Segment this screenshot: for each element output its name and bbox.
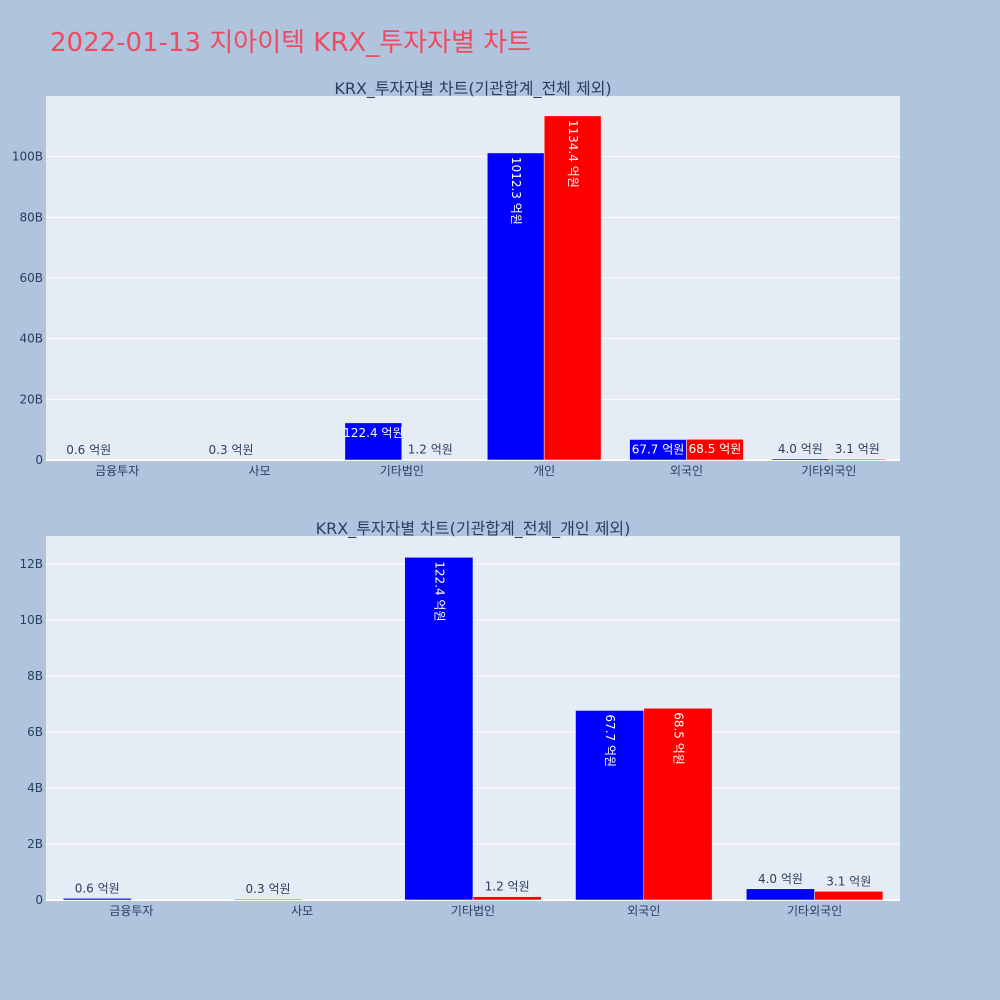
data-label: 3.1 억원 [835, 442, 880, 456]
chart-title: KRX_투자자별 차트(기관합계_전체_개인 제외) [316, 519, 631, 539]
data-label: 0.6 억원 [66, 443, 111, 457]
x-tick-label: 사모 [291, 904, 313, 918]
bar [543, 115, 602, 461]
data-label: 1.2 억원 [408, 443, 453, 457]
data-label: 1134.4 억원 [566, 120, 580, 188]
bar [59, 459, 118, 461]
bar [404, 557, 474, 901]
x-tick-label: 기타외국인 [801, 464, 856, 478]
bar [62, 898, 132, 901]
x-tick-label: 기타법인 [451, 904, 495, 918]
bar [472, 896, 542, 901]
data-label: 1.2 억원 [485, 880, 530, 894]
y-tick-label: 0 [35, 893, 43, 907]
x-tick-label: 외국인 [670, 464, 703, 478]
data-label: 67.7 억원 [603, 714, 617, 767]
x-tick-label: 사모 [248, 464, 270, 478]
bar [814, 891, 884, 901]
bar [233, 898, 303, 901]
y-tick-label: 10B [19, 613, 43, 627]
bar [686, 438, 744, 461]
x-tick-label: 기타외국인 [787, 904, 842, 918]
y-tick-label: 80B [19, 210, 43, 224]
x-tick-label: 기타법인 [380, 464, 424, 478]
data-label: 0.3 억원 [246, 882, 291, 896]
y-tick-label: 12B [19, 557, 43, 571]
data-label: 3.1 억원 [826, 874, 871, 888]
data-label: 122.4 억원 [432, 561, 446, 621]
data-label: 67.7 억원 [632, 442, 685, 456]
data-label: 0.3 억원 [209, 443, 254, 457]
bar [746, 888, 815, 901]
y-tick-label: 0 [35, 453, 43, 467]
data-label: 68.5 억원 [671, 712, 685, 765]
bar [575, 710, 645, 901]
x-tick-label: 금융투자 [95, 464, 139, 478]
x-tick-label: 외국인 [627, 904, 660, 918]
bar-chart-all: KRX_투자자별 차트(기관합계_전체 제외) 0 20B 40B 60B 80B 100B… [12, 79, 900, 478]
data-label: 4.0 억원 [758, 872, 803, 886]
data-label: 68.5 억원 [689, 442, 742, 456]
bar [486, 152, 545, 461]
data-label: 0.6 억원 [75, 881, 120, 895]
data-label: 122.4 억원 [343, 426, 403, 440]
y-tick-label: 20B [19, 392, 43, 406]
y-tick-label: 40B [19, 332, 43, 346]
bar [401, 459, 460, 461]
bar-chart-no-individual: KRX_투자자별 차트(기관합계_전체_개인 제외) 0 2B 4B 6B 8B 10B 12… [19, 519, 900, 918]
x-tick-label: 금융투자 [109, 904, 153, 918]
bar [771, 458, 830, 461]
y-tick-label: 60B [19, 271, 43, 285]
bar [202, 459, 260, 461]
bar [344, 422, 403, 461]
page-title: 2022-01-13 지아이텍 KRX_투자자별 차트 [50, 28, 532, 58]
y-tick-label: 2B [27, 837, 43, 851]
y-tick-label: 4B [27, 781, 43, 795]
bar [828, 458, 887, 461]
y-tick-label: 100B [12, 150, 43, 164]
x-tick-label: 개인 [533, 464, 555, 478]
y-tick-label: 8B [27, 669, 43, 683]
bar [643, 707, 713, 901]
data-label: 4.0 억원 [778, 442, 823, 456]
chart-title: KRX_투자자별 차트(기관합계_전체 제외) [334, 79, 611, 99]
data-label: 1012.3 억원 [509, 157, 523, 225]
y-tick-label: 6B [27, 725, 43, 739]
